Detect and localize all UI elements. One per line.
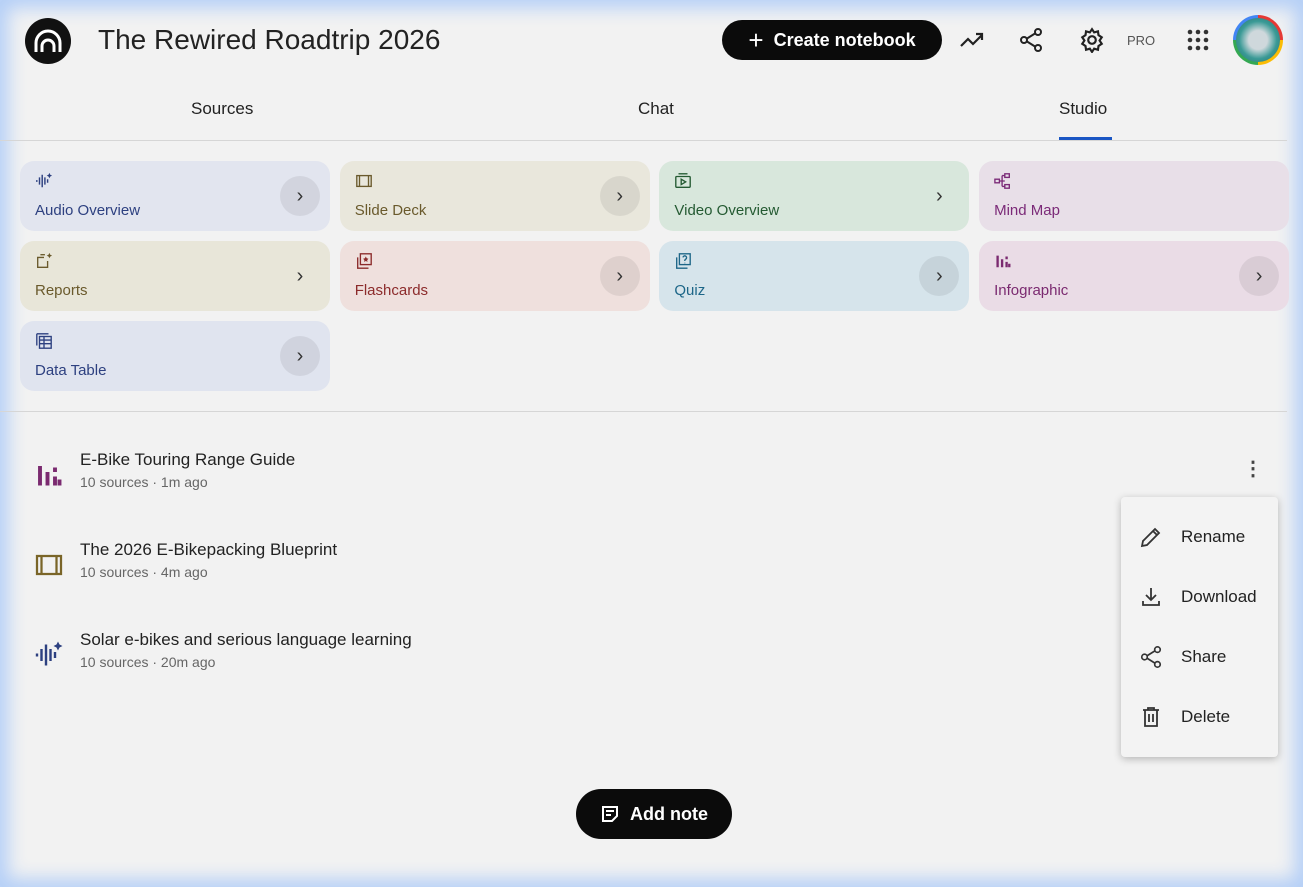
- mind-map-icon: [994, 173, 1011, 189]
- section-divider: [0, 411, 1287, 412]
- data-table-icon: [36, 333, 52, 349]
- infographic-icon: [38, 466, 62, 486]
- notebooklm-logo[interactable]: [25, 18, 71, 64]
- add-note-button[interactable]: Add note: [576, 789, 732, 839]
- chevron-right-icon[interactable]: ›: [280, 336, 320, 376]
- note-title: E-Bike Touring Range Guide: [80, 450, 296, 469]
- share-icon: [1140, 646, 1162, 668]
- studio-card-label: Slide Deck: [354, 202, 427, 219]
- studio-card-audio-overview[interactable]: Audio Overview ›: [20, 161, 330, 231]
- studio-card-infographic[interactable]: Infographic ›: [979, 241, 1290, 311]
- tab-chat[interactable]: Chat: [638, 99, 674, 118]
- studio-card-flashcards[interactable]: Flashcards ›: [339, 241, 650, 311]
- flashcards-icon: [356, 253, 372, 269]
- studio-card-label: Video Overview: [674, 202, 780, 219]
- studio-card-data-table[interactable]: Data Table ›: [20, 321, 330, 391]
- studio-card-label: Infographic: [994, 282, 1069, 299]
- slides-icon: [35, 554, 63, 576]
- tab-divider: [0, 140, 1287, 141]
- tab-studio[interactable]: Studio: [1059, 99, 1108, 118]
- download-icon: [1142, 588, 1160, 606]
- menu-item-share[interactable]: Share: [1121, 627, 1278, 687]
- chevron-right-icon[interactable]: ›: [599, 256, 640, 296]
- pencil-icon: [1140, 527, 1161, 548]
- audio-waveform-icon: [36, 172, 53, 188]
- tab-sources[interactable]: Sources: [191, 99, 254, 118]
- create-notebook-label: Create notebook: [773, 29, 916, 50]
- studio-card-label: Flashcards: [354, 282, 429, 299]
- note-title: The 2026 E-Bikepacking Blueprint: [80, 540, 338, 559]
- chevron-right-icon[interactable]: ›: [599, 176, 640, 216]
- note-list-item[interactable]: Solar e-bikes and serious language learn…: [30, 630, 1130, 680]
- note-meta: 10 sources · 1m ago: [80, 474, 208, 490]
- pro-badge: PRO: [1127, 33, 1156, 48]
- studio-card-label: Mind Map: [994, 202, 1060, 219]
- plus-icon: +: [748, 25, 764, 55]
- chevron-right-icon[interactable]: ›: [1239, 256, 1280, 296]
- apps-grid-icon[interactable]: [1184, 26, 1212, 54]
- note-meta: 10 sources · 20m ago: [80, 654, 216, 670]
- note-icon: [602, 806, 618, 822]
- reports-icon: [37, 252, 53, 268]
- studio-card-slide-deck[interactable]: Slide Deck ›: [339, 161, 650, 231]
- note-list-item[interactable]: E-Bike Touring Range Guide 10 sources · 1…: [30, 450, 1130, 500]
- context-menu: Rename Download Share Delete: [1121, 497, 1278, 757]
- menu-item-delete[interactable]: Delete: [1121, 687, 1278, 747]
- quiz-icon: [676, 253, 692, 269]
- menu-item-download[interactable]: Download: [1121, 567, 1278, 627]
- slides-icon: [355, 174, 372, 188]
- chevron-right-icon[interactable]: ›: [280, 176, 320, 216]
- studio-card-label: Audio Overview: [35, 202, 141, 219]
- chevron-right-icon[interactable]: ›: [919, 256, 960, 296]
- studio-card-mind-map[interactable]: Mind Map: [979, 161, 1290, 231]
- note-meta: 10 sources · 4m ago: [80, 564, 208, 580]
- create-notebook-button[interactable]: + Create notebook: [722, 20, 942, 60]
- audio-waveform-icon: [35, 641, 63, 666]
- video-icon: [675, 173, 692, 188]
- studio-card-quiz[interactable]: Quiz ›: [659, 241, 970, 311]
- infographic-icon: [996, 255, 1011, 268]
- chevron-right-icon[interactable]: ›: [296, 264, 304, 287]
- notebook-title[interactable]: The Rewired Roadtrip 2026: [98, 24, 441, 55]
- studio-card-label: Reports: [35, 282, 88, 299]
- more-options-icon[interactable]: ⋮: [1243, 458, 1263, 480]
- studio-card-reports[interactable]: Reports ›: [20, 241, 330, 311]
- studio-card-label: Data Table: [35, 362, 107, 379]
- share-icon[interactable]: [1017, 26, 1045, 54]
- studio-card-video-overview[interactable]: Video Overview ›: [659, 161, 970, 231]
- trash-icon: [1143, 707, 1159, 727]
- studio-card-label: Quiz: [674, 282, 706, 299]
- note-list-item[interactable]: The 2026 E-Bikepacking Blueprint 10 sourc…: [30, 540, 1130, 590]
- settings-gear-icon[interactable]: [1078, 26, 1106, 54]
- chevron-right-icon[interactable]: ›: [936, 184, 943, 207]
- analytics-icon[interactable]: [958, 26, 986, 54]
- menu-item-rename[interactable]: Rename: [1121, 507, 1278, 567]
- note-title: Solar e-bikes and serious language learn…: [80, 630, 412, 649]
- user-avatar[interactable]: [1233, 15, 1283, 65]
- active-tab-indicator: [1059, 137, 1112, 140]
